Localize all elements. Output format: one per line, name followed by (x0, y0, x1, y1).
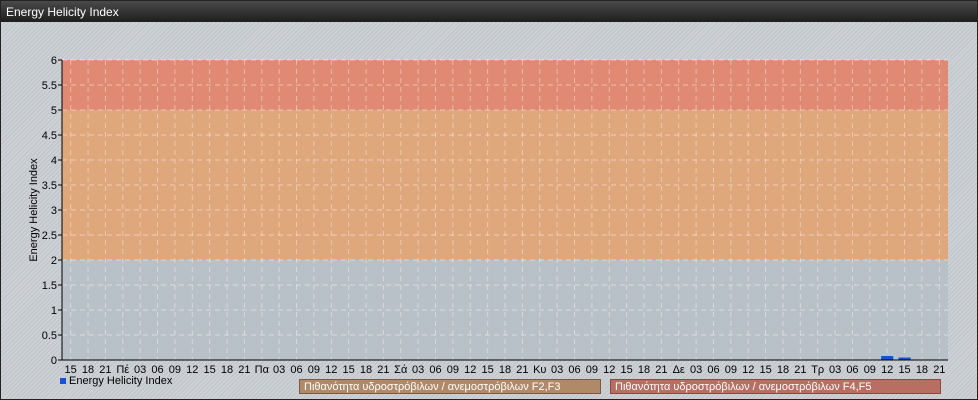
x-tick-label: 15 (898, 364, 910, 376)
x-tick-label: Κυ (533, 364, 546, 376)
x-tick-label: 21 (238, 364, 250, 376)
band-1 (62, 110, 948, 260)
x-tick-label: 06 (568, 364, 580, 376)
x-tick-label: 21 (99, 364, 111, 376)
x-tick-label: 12 (742, 364, 754, 376)
x-tick-label: 18 (499, 364, 511, 376)
x-tick-label: 15 (620, 364, 632, 376)
band-0 (62, 260, 948, 360)
y-tick-label: 1.5 (42, 280, 57, 292)
x-tick-label: 06 (846, 364, 858, 376)
x-tick-label: 12 (881, 364, 893, 376)
x-tick-label: Σά (394, 364, 408, 376)
x-tick-label: 15 (759, 364, 771, 376)
y-tick-label: 5.5 (42, 80, 57, 92)
x-tick-label: 12 (325, 364, 337, 376)
x-tick-label: 12 (603, 364, 615, 376)
y-tick-label: 1 (51, 305, 57, 317)
bar (898, 357, 911, 360)
x-tick-label: 15 (482, 364, 494, 376)
y-tick-label: 0 (51, 355, 57, 367)
x-tick-label: 03 (134, 364, 146, 376)
legend-swatch (60, 378, 66, 384)
x-tick-label: 18 (916, 364, 928, 376)
x-tick-label: 03 (690, 364, 702, 376)
y-tick-label: 3.5 (42, 180, 57, 192)
x-tick-label: 18 (82, 364, 94, 376)
x-tick-label: 15 (204, 364, 216, 376)
x-tick-label: 03 (412, 364, 424, 376)
x-tick-label: 03 (829, 364, 841, 376)
y-tick-label: 0.5 (42, 330, 57, 342)
band-label-f2f3: Πιθανότητα υδροστρόβιλων / ανεμοστρόβιλω… (299, 379, 601, 394)
y-tick-label: 4 (51, 155, 57, 167)
x-tick-label: 15 (65, 364, 77, 376)
x-tick-label: 06 (429, 364, 441, 376)
window-title: Energy Helicity Index (1, 1, 977, 22)
x-tick-label: 18 (221, 364, 233, 376)
x-tick-label: 18 (638, 364, 650, 376)
x-tick-label: 09 (308, 364, 320, 376)
y-axis-label: Energy Helicity Index (28, 158, 40, 262)
x-tick-label: Πέ (116, 364, 129, 376)
legend-label: Energy Helicity Index (69, 375, 173, 387)
y-tick-label: 2 (51, 255, 57, 267)
x-tick-label: 21 (377, 364, 389, 376)
x-tick-label: Τρ (811, 364, 824, 376)
x-tick-label: 06 (151, 364, 163, 376)
x-tick-label: 21 (794, 364, 806, 376)
x-tick-label: 06 (290, 364, 302, 376)
band-2 (62, 60, 948, 110)
x-tick-label: 03 (273, 364, 285, 376)
x-tick-label: 21 (516, 364, 528, 376)
x-tick-label: 06 (707, 364, 719, 376)
x-tick-label: 12 (186, 364, 198, 376)
x-tick-label: 09 (447, 364, 459, 376)
x-tick-label: 03 (551, 364, 563, 376)
x-tick-label: 09 (586, 364, 598, 376)
y-tick-label: 5 (51, 105, 57, 117)
bar (881, 356, 894, 360)
x-tick-label: 09 (169, 364, 181, 376)
y-tick-label: 3 (51, 205, 57, 217)
x-tick-label: 18 (360, 364, 372, 376)
x-tick-label: 21 (933, 364, 945, 376)
y-tick-label: 6 (51, 55, 57, 67)
x-tick-label: 21 (655, 364, 667, 376)
x-tick-label: 09 (725, 364, 737, 376)
x-tick-label: 12 (464, 364, 476, 376)
x-tick-label: 09 (864, 364, 876, 376)
band-label-f4f5: Πιθανότητα υδροστρόβιλων / ανεμοστρόβιλω… (610, 379, 941, 394)
y-tick-label: 4.5 (42, 130, 57, 142)
legend-item[interactable]: Energy Helicity Index (60, 375, 172, 387)
y-tick-label: 2.5 (42, 230, 57, 242)
x-tick-label: 18 (777, 364, 789, 376)
x-tick-label: 15 (343, 364, 355, 376)
x-tick-label: Πα (255, 364, 270, 376)
x-tick-label: Δε (673, 364, 685, 376)
